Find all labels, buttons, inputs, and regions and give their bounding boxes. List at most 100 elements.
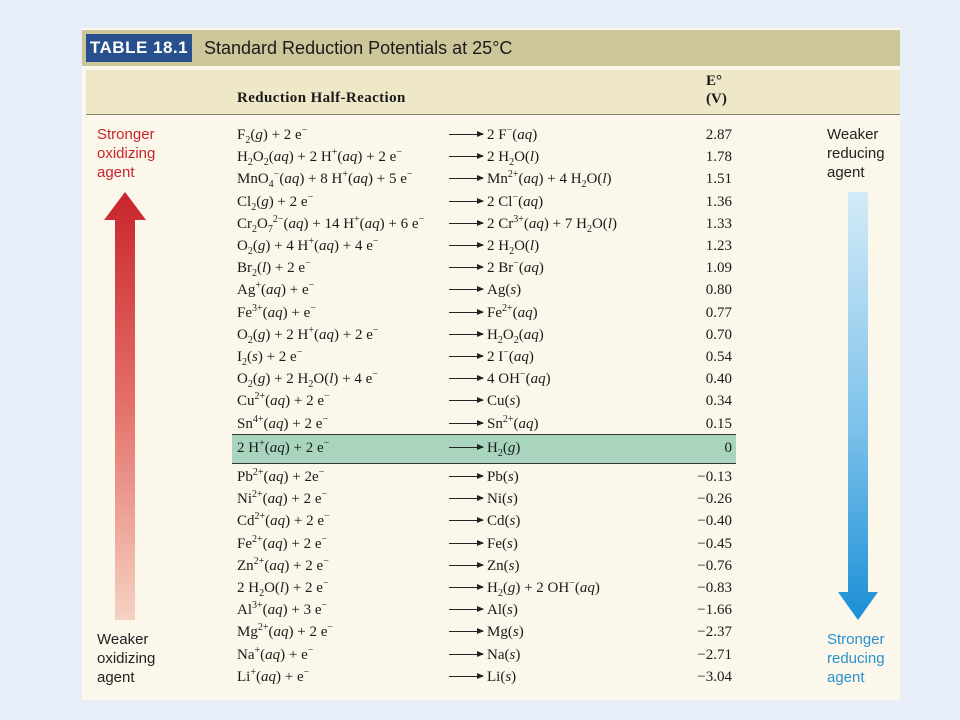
reaction-arrow-icon <box>449 197 484 204</box>
reaction-arrow-icon <box>449 628 484 635</box>
label-stronger-oxidizing-agent: Stronger oxidizing agent <box>97 125 155 182</box>
label-line: oxidizing <box>97 145 156 162</box>
potential-value: −2.37 <box>697 624 732 641</box>
potential-value: 0.80 <box>705 282 732 299</box>
reaction-reactants: I2(s) + 2 e− <box>237 347 303 368</box>
reaction-arrow-icon <box>449 219 484 226</box>
reaction-products: 2 H2O(l) <box>487 149 540 169</box>
potential-value: 1.33 <box>705 215 732 232</box>
reaction-arrow-icon <box>449 539 484 546</box>
reaction-arrow-icon <box>449 330 484 337</box>
potential-value: −0.13 <box>697 469 732 485</box>
label-line: Stronger <box>827 631 885 648</box>
reaction-arrow-icon <box>449 584 484 590</box>
potential-value: 0 <box>724 440 733 456</box>
reaction-reactants: 2 H+(aq) + 2 e− <box>237 438 330 457</box>
potential-symbol: E° <box>706 73 723 89</box>
potential-value: 0.34 <box>705 393 732 410</box>
reaction-arrow-icon <box>449 286 484 293</box>
reaction-reactants: Fe2+(aq) + 2 e− <box>237 533 328 552</box>
label-line: oxidizing <box>97 650 156 667</box>
column-header-reaction: Reduction Half-Reaction <box>237 90 406 106</box>
reaction-reactants: Br2(l) + 2 e− <box>237 258 311 280</box>
reaction-reactants: H2O2(aq) + 2 H+(aq) + 2 e− <box>237 147 402 169</box>
label-line: agent <box>97 164 135 181</box>
reaction-arrow-icon <box>449 561 484 568</box>
label-stronger-reducing-agent: Stronger reducing agent <box>827 630 885 687</box>
reaction-reactants: Al3+(aq) + 3 e− <box>237 600 328 619</box>
potential-value: −1.66 <box>697 602 732 619</box>
potential-value: 1.78 <box>705 149 732 166</box>
reaction-reactants: Ag+(aq) + e− <box>237 280 315 299</box>
reaction-products: Ag(s) <box>487 282 522 299</box>
potential-value: 0.77 <box>705 304 732 321</box>
label-line: Weaker <box>97 631 149 648</box>
reaction-products: Mg(s) <box>487 624 524 641</box>
label-line: reducing <box>827 650 885 667</box>
reaction-products: 2 Br−(aq) <box>487 258 544 277</box>
potential-value: 2.87 <box>705 127 732 143</box>
reaction-reactants: F2(g) + 2 e− <box>237 125 308 146</box>
reaction-products: Li(s) <box>487 668 517 685</box>
table-number-badge: TABLE 18.1 <box>86 34 192 62</box>
reaction-arrow-icon <box>449 606 484 613</box>
reaction-reactants: O2(g) + 2 H+(aq) + 2 e− <box>237 324 379 346</box>
potential-unit: (V) <box>706 91 727 107</box>
label-line: Stronger <box>97 126 155 143</box>
reaction-reactants: Na+(aq) + e− <box>237 644 314 663</box>
reaction-reactants: O2(g) + 4 H+(aq) + 4 e− <box>237 236 379 257</box>
reaction-products: H2O2(aq) <box>487 326 544 346</box>
potential-value: −0.26 <box>697 491 732 508</box>
label-line: Weaker <box>827 126 879 143</box>
reaction-products: Fe(s) <box>487 535 518 552</box>
potential-value: 0.54 <box>705 349 732 365</box>
reaction-arrow-icon <box>449 650 484 657</box>
oxidizing-strength-arrow <box>104 192 146 620</box>
reaction-arrow-icon <box>449 353 484 359</box>
reaction-products: 2 I−(aq) <box>487 347 534 366</box>
reaction-products: Cu(s) <box>487 393 521 410</box>
reaction-arrow-icon <box>449 308 484 315</box>
potential-value: −0.40 <box>697 513 732 530</box>
column-header-potential: E° (V) <box>706 72 727 108</box>
reaction-reactants: Ni2+(aq) + 2 e− <box>237 489 328 508</box>
potential-value: 1.09 <box>705 260 732 277</box>
reaction-products: 2 Cr3+(aq) + 7 H2O(l) <box>487 213 617 235</box>
reaction-reactants: Cu2+(aq) + 2 e− <box>237 391 330 410</box>
reaction-reactants: O2(g) + 2 H2O(l) + 4 e− <box>237 369 378 391</box>
potential-value: −2.71 <box>697 646 732 663</box>
reaction-arrow-icon <box>449 153 484 160</box>
reaction-products: Sn2+(aq) <box>487 413 539 432</box>
reaction-products: Al(s) <box>487 602 518 619</box>
reaction-products: 2 Cl−(aq) <box>487 191 544 210</box>
reaction-arrow-icon <box>449 397 484 404</box>
reaction-products: 4 OH−(aq) <box>487 369 551 388</box>
label-weaker-oxidizing-agent: Weaker oxidizing agent <box>97 630 155 687</box>
potential-value: 1.23 <box>705 238 732 254</box>
reaction-products: Ni(s) <box>487 491 518 508</box>
reducing-strength-arrow <box>838 192 878 620</box>
reaction-reactants: Cr2O72−(aq) + 14 H+(aq) + 6 e− <box>237 213 425 235</box>
reaction-arrow-icon <box>449 375 484 382</box>
reaction-reactants: 2 H2O(l) + 2 e− <box>237 578 329 599</box>
reaction-products: 2 F−(aq) <box>487 125 538 144</box>
reaction-arrow-icon <box>449 672 484 679</box>
reaction-products: Fe2+(aq) <box>487 302 538 321</box>
reaction-arrow-icon <box>449 495 484 502</box>
potential-value: −0.45 <box>697 535 732 552</box>
header-rule <box>86 114 900 115</box>
reaction-reactants: Zn2+(aq) + 2 e− <box>237 555 329 574</box>
reaction-arrow-icon <box>449 473 484 479</box>
reaction-products: Pb(s) <box>487 469 519 485</box>
reaction-arrow-icon <box>449 175 484 182</box>
reaction-arrow-icon <box>449 131 484 137</box>
potential-value: −0.76 <box>697 557 732 574</box>
column-header-band <box>86 70 900 114</box>
label-line: agent <box>827 669 865 686</box>
hydrogen-reference-band <box>232 434 736 464</box>
potential-value: −0.83 <box>697 580 732 596</box>
reaction-reactants: Li+(aq) + e− <box>237 666 310 685</box>
reaction-products: H2(g) + 2 OH−(aq) <box>487 578 600 599</box>
table-card <box>82 28 900 700</box>
